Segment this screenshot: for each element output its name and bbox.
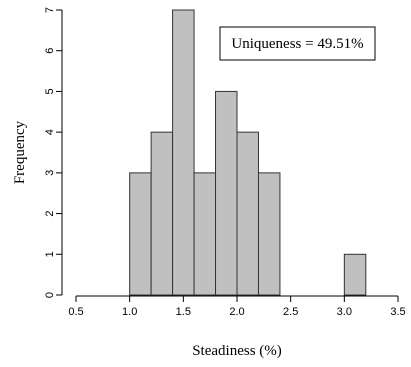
histogram-bar xyxy=(172,9,195,296)
x-tick-label: 2.5 xyxy=(283,306,298,318)
x-tick-label: 3.0 xyxy=(337,306,352,318)
bars-layer xyxy=(129,9,367,296)
y-tick-label: 7 xyxy=(44,7,56,13)
x-tick-label: 2.0 xyxy=(229,306,244,318)
y-tick-label: 3 xyxy=(44,170,56,176)
histogram-bar xyxy=(236,131,259,296)
annotation-box xyxy=(219,26,376,61)
y-tick-label: 2 xyxy=(44,211,56,217)
x-tick-label: 1.5 xyxy=(176,306,191,318)
x-axis-ticks: 0.5 1.0 1.5 2.0 2.5 3.0 3.5 xyxy=(68,296,406,318)
y-axis-ticks: 0 1 2 3 4 5 6 7 xyxy=(44,7,62,298)
y-tick-label: 6 xyxy=(44,48,56,54)
annotation: Uniqueness = 49.51% xyxy=(219,26,376,61)
histogram-bar xyxy=(215,90,238,296)
histogram-bar xyxy=(129,172,152,296)
y-tick-label: 0 xyxy=(44,292,56,298)
x-axis-title: Steadiness (%) xyxy=(192,343,282,359)
annotation-text: Uniqueness = 49.51% xyxy=(231,36,363,52)
y-tick-label: 5 xyxy=(44,88,56,94)
x-tick-label: 3.5 xyxy=(390,306,405,318)
histogram-bar xyxy=(193,172,217,296)
histogram-bar xyxy=(150,131,174,296)
y-tick-label: 1 xyxy=(44,251,56,257)
axes-layer: 0.5 1.0 1.5 2.0 2.5 3.0 3.5 0 1 2 3 4 5 6 7 xyxy=(44,7,406,318)
y-axis-title: Frequency xyxy=(12,120,28,184)
x-tick-label: 1.0 xyxy=(122,306,137,318)
histogram-bar xyxy=(257,172,281,296)
x-tick-label: 0.5 xyxy=(68,306,83,318)
histogram-bar xyxy=(343,253,367,296)
y-tick-label: 4 xyxy=(44,129,56,135)
